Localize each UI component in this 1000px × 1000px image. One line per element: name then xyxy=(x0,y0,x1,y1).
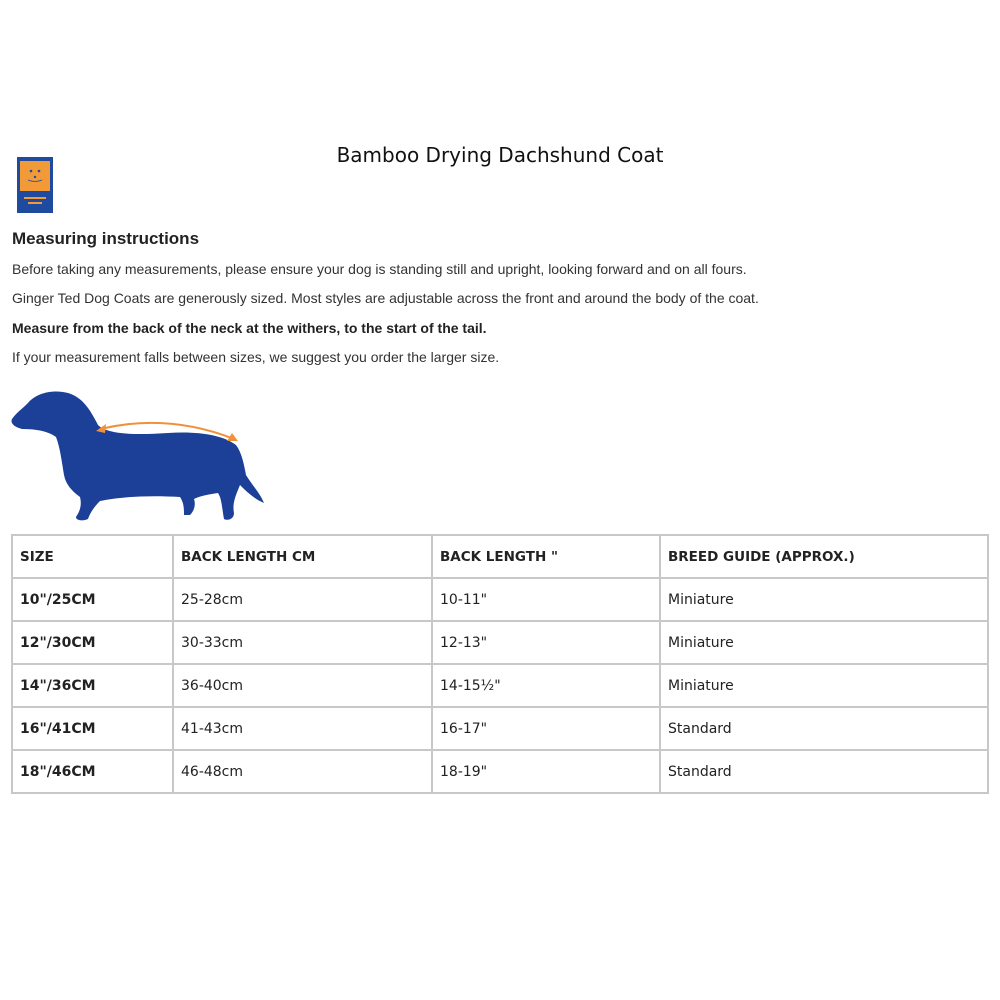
dachshund-measurement-illustration xyxy=(11,391,265,521)
header-breed-guide: BREED GUIDE (APPROX.) xyxy=(659,534,989,579)
table-row: 18"/46CM 46-48cm 18-19" Standard xyxy=(11,749,989,794)
table-header-row: SIZE BACK LENGTH CM BACK LENGTH " BREED … xyxy=(11,534,989,579)
inch-cell: 14-15½" xyxy=(431,663,661,708)
size-chart-table: SIZE BACK LENGTH CM BACK LENGTH " BREED … xyxy=(11,534,989,794)
page-title: Bamboo Drying Dachshund Coat xyxy=(336,143,664,167)
table-row: 10"/25CM 25-28cm 10-11" Miniature xyxy=(11,577,989,622)
inch-cell: 12-13" xyxy=(431,620,661,665)
instruction-line-bold: Measure from the back of the neck at the… xyxy=(12,320,487,336)
header-size: SIZE xyxy=(11,534,174,579)
instruction-line: Ginger Ted Dog Coats are generously size… xyxy=(12,290,759,306)
measurement-arrow xyxy=(99,421,235,440)
size-cell: 16"/41CM xyxy=(11,706,174,751)
breed-cell: Miniature xyxy=(659,577,989,622)
breed-cell: Standard xyxy=(659,749,989,794)
breed-cell: Miniature xyxy=(659,663,989,708)
cm-cell: 41-43cm xyxy=(172,706,433,751)
cm-cell: 36-40cm xyxy=(172,663,433,708)
cm-cell: 25-28cm xyxy=(172,577,433,622)
header-back-length-cm: BACK LENGTH CM xyxy=(172,534,433,579)
table-row: 12"/30CM 30-33cm 12-13" Miniature xyxy=(11,620,989,665)
size-cell: 12"/30CM xyxy=(11,620,174,665)
breed-cell: Miniature xyxy=(659,620,989,665)
size-cell: 18"/46CM xyxy=(11,749,174,794)
inch-cell: 10-11" xyxy=(431,577,661,622)
instruction-line: Before taking any measurements, please e… xyxy=(12,261,747,277)
size-cell: 10"/25CM xyxy=(11,577,174,622)
measuring-heading: Measuring instructions xyxy=(12,229,200,248)
instruction-line: If your measurement falls between sizes,… xyxy=(12,349,500,365)
size-cell: 14"/36CM xyxy=(11,663,174,708)
cm-cell: 30-33cm xyxy=(172,620,433,665)
inch-cell: 18-19" xyxy=(431,749,661,794)
cm-cell: 46-48cm xyxy=(172,749,433,794)
ginger-ted-logo xyxy=(17,157,53,213)
header-back-length-inch: BACK LENGTH " xyxy=(431,534,661,579)
dachshund-silhouette xyxy=(11,391,265,521)
table-row: 16"/41CM 41-43cm 16-17" Standard xyxy=(11,706,989,751)
inch-cell: 16-17" xyxy=(431,706,661,751)
table-row: 14"/36CM 36-40cm 14-15½" Miniature xyxy=(11,663,989,708)
breed-cell: Standard xyxy=(659,706,989,751)
